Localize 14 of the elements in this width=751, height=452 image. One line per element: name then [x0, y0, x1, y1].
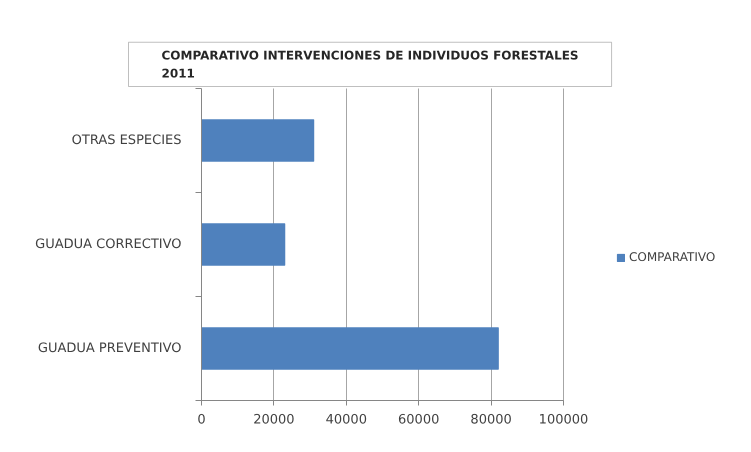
x-tick-label: 60000 [398, 412, 440, 428]
x-tick-label: 0 [197, 412, 206, 428]
bar [202, 223, 286, 266]
legend-label: COMPARATIVO [629, 250, 716, 264]
chart-title: COMPARATIVO INTERVENCIONES DE INDIVIDUOS FORESTALES 2011 [162, 48, 579, 80]
bar [202, 119, 314, 162]
y-tick-label: OTRAS ESPECIES [72, 133, 182, 148]
bar [202, 327, 499, 370]
x-tick-label: 20000 [253, 412, 295, 428]
x-tick-label: 40000 [326, 412, 367, 428]
x-tick-label: 80000 [470, 412, 512, 428]
x-tick-label: 100000 [538, 412, 588, 428]
y-tick-label: GUADUA CORRECTIVO [35, 237, 182, 252]
y-tick-label: GUADUA PREVENTIVO [38, 341, 182, 356]
